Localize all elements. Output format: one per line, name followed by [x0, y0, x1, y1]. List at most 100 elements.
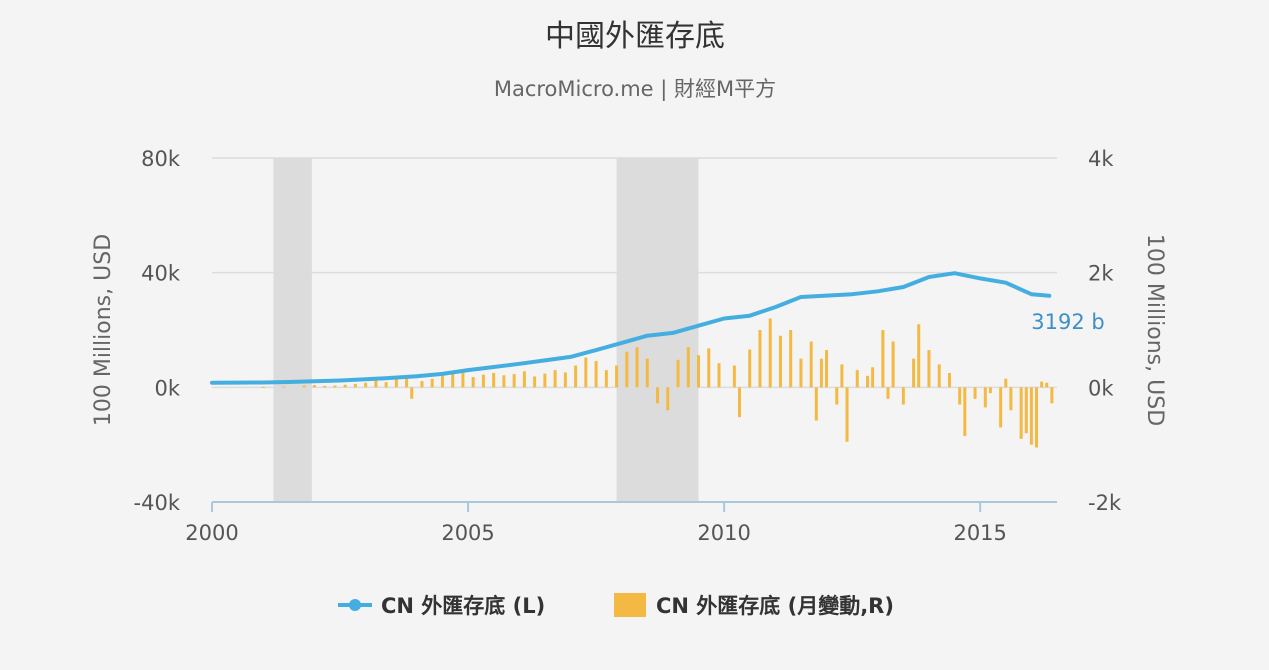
legend-item-line[interactable]: CN 外匯存底 (L)	[338, 594, 545, 618]
bar	[1004, 378, 1008, 388]
bar	[481, 374, 485, 388]
bar	[871, 367, 875, 388]
bar	[302, 385, 306, 388]
bar	[1045, 382, 1049, 388]
legend-bar-label: CN 外匯存底 (月變動,R)	[656, 594, 894, 618]
bar	[881, 330, 885, 388]
chart-title: 中國外匯存底	[545, 19, 725, 54]
line-series	[210, 271, 1052, 385]
bar	[840, 364, 844, 388]
bar	[778, 335, 782, 388]
bar	[845, 387, 849, 442]
bar	[825, 350, 829, 388]
bar	[615, 365, 619, 388]
bar	[958, 387, 962, 405]
right-tick-label: 0k	[1088, 376, 1114, 400]
x-tick-label: 2010	[697, 521, 750, 545]
bar	[410, 387, 414, 399]
bar	[937, 364, 941, 388]
bar	[1019, 387, 1023, 439]
bar	[553, 370, 557, 388]
bar	[963, 387, 967, 437]
bar	[512, 374, 516, 388]
bar	[333, 385, 337, 388]
bar	[604, 370, 608, 388]
bar	[707, 348, 711, 388]
bar	[364, 382, 368, 388]
chart-subtitle: MacroMicro.me | 財經M平方	[494, 77, 776, 102]
bar	[891, 341, 895, 388]
bar	[717, 363, 721, 388]
x-tick-label: 2015	[953, 521, 1006, 545]
bar	[343, 384, 347, 388]
bar	[312, 385, 316, 388]
bar	[809, 341, 813, 388]
legend-line-marker	[349, 599, 361, 611]
bar	[1024, 387, 1028, 434]
bar	[574, 365, 578, 388]
last-value-label: 3192 b	[1031, 310, 1104, 334]
bar	[502, 375, 506, 388]
bar	[471, 377, 475, 388]
bar	[594, 360, 598, 388]
bar	[461, 368, 465, 388]
bar	[374, 380, 378, 388]
bar	[645, 358, 649, 388]
bar	[440, 375, 444, 388]
bar	[405, 378, 409, 388]
right-axis-title: 100 Millions, USD	[1142, 234, 1167, 426]
right-tick-label: 2k	[1088, 262, 1114, 286]
bar	[819, 358, 823, 388]
bar	[697, 355, 701, 388]
bar	[384, 382, 388, 388]
bar	[533, 376, 537, 388]
bar	[522, 371, 526, 388]
recession-bands	[273, 158, 699, 502]
bar	[912, 358, 916, 388]
legend-line-label: CN 外匯存底 (L)	[381, 594, 545, 618]
series-line	[210, 271, 1052, 385]
bar	[666, 387, 670, 411]
bar	[492, 373, 496, 388]
bar	[927, 350, 931, 388]
bar	[282, 386, 286, 388]
bar	[563, 372, 567, 388]
bar	[737, 387, 741, 418]
bar	[983, 387, 987, 408]
bar	[947, 373, 951, 388]
bar	[999, 387, 1003, 428]
right-tick-label: 4k	[1088, 147, 1114, 171]
legend-item-bar[interactable]: CN 外匯存底 (月變動,R)	[614, 593, 894, 618]
bar	[973, 387, 977, 399]
bar	[686, 347, 690, 388]
left-axis-title: 100 Millions, USD	[91, 234, 116, 426]
recession-band	[273, 158, 312, 502]
bar	[353, 383, 357, 388]
bar	[394, 379, 398, 388]
left-tick-label: -40k	[134, 491, 181, 515]
left-tick-label: 40k	[141, 262, 181, 286]
axes: -40k 0k 40k 80k -2k 0k 2k 4k 2000 2005 2010 2015	[134, 147, 1122, 545]
bar	[835, 387, 839, 405]
bar	[988, 387, 992, 394]
bar	[451, 372, 455, 388]
bar	[543, 373, 547, 388]
left-tick-label: 0k	[154, 376, 180, 400]
bar	[1035, 387, 1039, 448]
bar	[420, 381, 424, 388]
bar	[748, 349, 752, 388]
bar	[917, 324, 921, 388]
legend-bar-swatch	[614, 593, 646, 617]
bar	[656, 387, 660, 404]
bar	[768, 318, 772, 388]
bar	[732, 365, 736, 388]
bar	[323, 385, 327, 388]
bar	[261, 386, 265, 388]
bar	[855, 370, 859, 388]
left-tick-label: 80k	[141, 147, 181, 171]
bar	[635, 347, 639, 388]
bar	[1040, 381, 1044, 388]
right-tick-label: -2k	[1088, 491, 1122, 515]
bar	[866, 375, 870, 388]
